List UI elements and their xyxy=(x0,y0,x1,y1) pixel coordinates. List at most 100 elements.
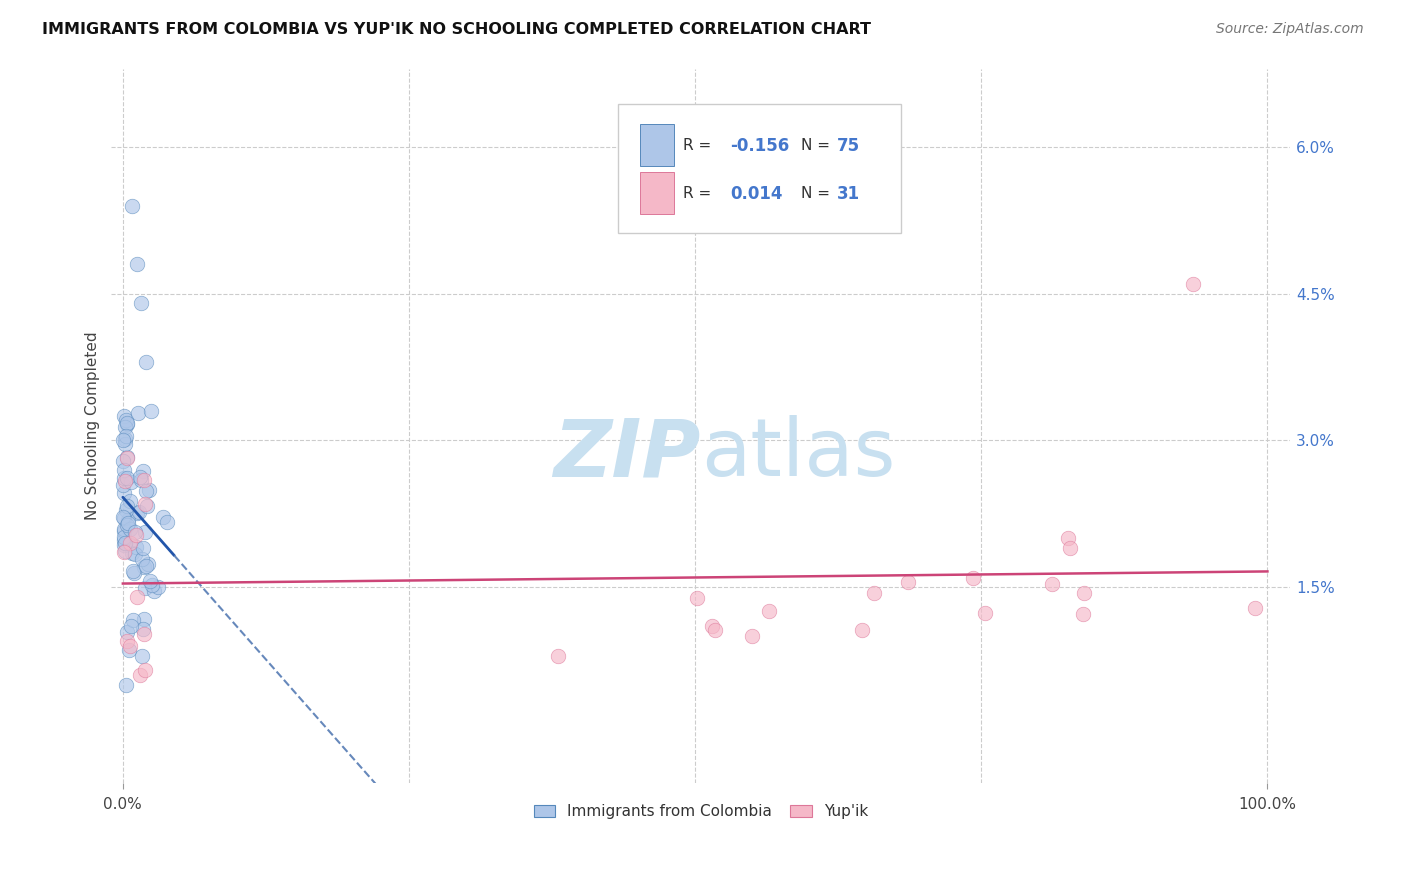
Text: 75: 75 xyxy=(837,136,859,154)
Point xyxy=(118,536,141,550)
Point xyxy=(115,417,138,432)
Point xyxy=(131,552,153,566)
Point xyxy=(1182,277,1205,291)
Point xyxy=(131,648,153,663)
Point xyxy=(138,574,160,588)
Point xyxy=(146,581,169,595)
Point xyxy=(142,584,165,599)
Point xyxy=(115,429,138,443)
Point xyxy=(1073,586,1095,600)
Point xyxy=(758,603,780,617)
Point xyxy=(115,450,138,465)
Point xyxy=(125,257,148,271)
Point xyxy=(112,538,135,552)
Point xyxy=(897,574,920,589)
Text: IMMIGRANTS FROM COLOMBIA VS YUP'IK NO SCHOOLING COMPLETED CORRELATION CHART: IMMIGRANTS FROM COLOMBIA VS YUP'IK NO SC… xyxy=(42,22,872,37)
Point xyxy=(112,545,135,559)
Point xyxy=(112,478,135,492)
Point xyxy=(132,622,155,636)
Point xyxy=(974,606,997,620)
Point xyxy=(1040,577,1063,591)
Point xyxy=(134,498,156,512)
Point xyxy=(125,540,148,554)
Point xyxy=(128,505,150,519)
Text: N =: N = xyxy=(801,138,835,153)
Point xyxy=(129,296,152,310)
Point xyxy=(122,566,145,581)
Point xyxy=(121,546,143,560)
Text: Source: ZipAtlas.com: Source: ZipAtlas.com xyxy=(1216,22,1364,37)
Point xyxy=(114,474,136,488)
Point xyxy=(547,648,569,663)
Point xyxy=(124,525,146,540)
Point xyxy=(132,560,155,574)
Point xyxy=(132,627,155,641)
Point xyxy=(703,624,725,638)
Text: ZIP: ZIP xyxy=(554,416,700,493)
Point xyxy=(132,541,155,555)
Point xyxy=(117,516,139,530)
Point xyxy=(114,544,136,558)
Point xyxy=(114,463,136,477)
Point xyxy=(1057,531,1080,545)
Point xyxy=(112,530,135,544)
Point xyxy=(127,590,149,604)
Point xyxy=(851,623,873,637)
Point xyxy=(120,619,142,633)
Point xyxy=(135,558,157,573)
Text: 0.014: 0.014 xyxy=(730,185,783,202)
Point xyxy=(118,535,141,549)
Point xyxy=(132,473,155,487)
Point xyxy=(129,473,152,487)
Point xyxy=(112,533,135,547)
FancyBboxPatch shape xyxy=(640,124,673,167)
Point xyxy=(135,355,157,369)
Point xyxy=(741,629,763,643)
Point xyxy=(112,470,135,484)
Point xyxy=(686,591,709,605)
Point xyxy=(115,416,138,430)
Point xyxy=(115,678,138,692)
Point xyxy=(1071,607,1094,621)
Text: N =: N = xyxy=(801,186,835,201)
Point xyxy=(115,517,138,532)
Point xyxy=(118,643,141,657)
Point xyxy=(135,483,157,498)
Point xyxy=(114,437,136,451)
Point xyxy=(135,499,157,513)
Point xyxy=(114,535,136,549)
Point xyxy=(141,578,163,592)
Point xyxy=(115,471,138,485)
Point xyxy=(1059,541,1081,556)
Point xyxy=(120,475,142,489)
Point xyxy=(156,515,179,529)
Point xyxy=(122,613,145,627)
Point xyxy=(114,432,136,446)
Point xyxy=(117,451,139,466)
Point xyxy=(124,528,146,542)
Point xyxy=(125,506,148,520)
Point xyxy=(112,511,135,525)
Point xyxy=(112,524,135,538)
Point xyxy=(115,499,138,513)
Point xyxy=(114,503,136,517)
Point xyxy=(112,433,135,447)
Point xyxy=(700,619,723,633)
Point xyxy=(115,413,138,427)
Point xyxy=(132,464,155,478)
FancyBboxPatch shape xyxy=(640,172,673,214)
Text: 31: 31 xyxy=(837,185,859,202)
Point xyxy=(1243,600,1265,615)
Y-axis label: No Schooling Completed: No Schooling Completed xyxy=(86,332,100,520)
Point xyxy=(114,522,136,536)
Text: R =: R = xyxy=(683,186,716,201)
Point xyxy=(141,404,163,418)
Point xyxy=(138,483,160,497)
Text: atlas: atlas xyxy=(700,416,896,493)
Legend: Immigrants from Colombia, Yup'ik: Immigrants from Colombia, Yup'ik xyxy=(527,798,875,825)
Point xyxy=(112,509,135,524)
Point xyxy=(152,510,174,524)
Point xyxy=(134,524,156,539)
Point xyxy=(121,198,143,212)
Point xyxy=(136,557,159,571)
